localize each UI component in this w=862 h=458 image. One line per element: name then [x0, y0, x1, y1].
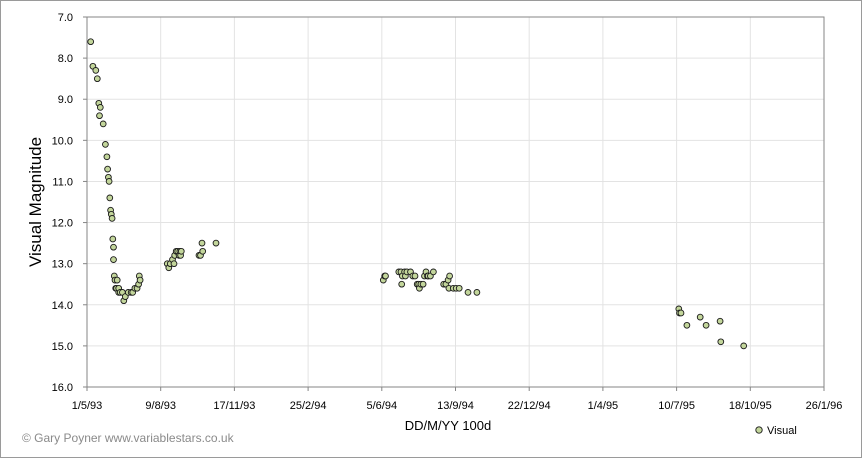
- y-tick-label: 13.0: [52, 259, 73, 271]
- data-point: [702, 321, 710, 329]
- x-tick-label: 26/1/96: [806, 400, 843, 412]
- x-tick-label: 5/6/94: [367, 400, 398, 412]
- y-tick-label: 11.0: [52, 176, 73, 188]
- data-point: [108, 215, 116, 222]
- x-tick-labels: 1/5/93 9/8/93 17/11/93 25/2/94 5/6/94 13/9/94…: [72, 400, 843, 412]
- plot-border: [86, 16, 825, 388]
- x-tick-label: 25/2/94: [290, 400, 327, 412]
- data-point: [177, 247, 185, 255]
- data-point: [198, 239, 206, 247]
- y-axis-title: Visual Magnitude: [26, 137, 45, 267]
- gridlines: [86, 16, 825, 388]
- data-point: [464, 289, 472, 296]
- y-tick-label: 14.0: [52, 300, 73, 312]
- data-point: [99, 120, 107, 128]
- data-points: [87, 38, 748, 350]
- data-point: [430, 268, 437, 276]
- data-point: [110, 243, 117, 251]
- y-tick-label: 8.0: [58, 53, 73, 65]
- data-point: [96, 112, 103, 120]
- axes: [83, 16, 825, 391]
- data-point: [398, 280, 406, 288]
- y-tick-label: 12.0: [52, 218, 73, 230]
- data-point: [212, 239, 220, 247]
- y-tick-label: 10.0: [52, 135, 73, 147]
- y-tick-label: 9.0: [58, 94, 73, 106]
- data-point: [717, 338, 725, 346]
- data-point: [382, 272, 389, 280]
- data-point: [740, 342, 748, 350]
- y-tick-labels: 7.0 8.0 9.0 10.0 11.0 12.0 13.0 14.0 15.0 16.0: [52, 12, 73, 394]
- x-tick-label: 18/10/95: [729, 400, 772, 412]
- data-point: [110, 256, 117, 263]
- x-tick-label: 22/12/94: [508, 400, 551, 412]
- data-point: [109, 235, 117, 243]
- x-tick-label: 10/7/95: [658, 400, 695, 412]
- data-point: [93, 75, 101, 83]
- x-axis-title: DD/M/YY 100d: [405, 418, 491, 433]
- y-tick-label: 15.0: [52, 341, 73, 353]
- y-tick-label: 7.0: [58, 12, 73, 24]
- data-point: [113, 276, 121, 284]
- data-point: [716, 317, 724, 325]
- x-tick-label: 9/8/93: [145, 400, 176, 412]
- data-point: [696, 313, 704, 321]
- legend-label: Visual: [767, 425, 797, 437]
- data-point: [170, 260, 178, 268]
- data-point: [103, 153, 111, 161]
- data-point: [105, 178, 113, 185]
- data-point: [136, 276, 144, 284]
- data-point: [446, 272, 453, 280]
- data-point: [96, 104, 104, 111]
- data-point: [473, 289, 481, 296]
- x-tick-label: 13/9/94: [437, 400, 474, 412]
- x-tick-label: 1/5/93: [72, 400, 103, 412]
- data-point: [411, 272, 419, 280]
- x-tick-label: 1/4/95: [588, 400, 619, 412]
- data-point: [683, 321, 691, 329]
- data-point: [87, 38, 95, 46]
- data-point: [106, 194, 114, 202]
- data-point: [92, 67, 100, 74]
- data-point: [102, 141, 109, 148]
- legend: Visual: [755, 425, 797, 437]
- data-point: [455, 284, 463, 292]
- y-tick-label: 16.0: [52, 382, 73, 394]
- data-point: [199, 247, 207, 255]
- data-point: [104, 165, 111, 173]
- credit-text: © Gary Poyner www.variablestars.co.uk: [22, 431, 235, 445]
- legend-marker: [755, 426, 763, 434]
- data-point: [419, 280, 427, 288]
- x-tick-label: 17/11/93: [213, 400, 255, 412]
- data-point: [677, 309, 685, 317]
